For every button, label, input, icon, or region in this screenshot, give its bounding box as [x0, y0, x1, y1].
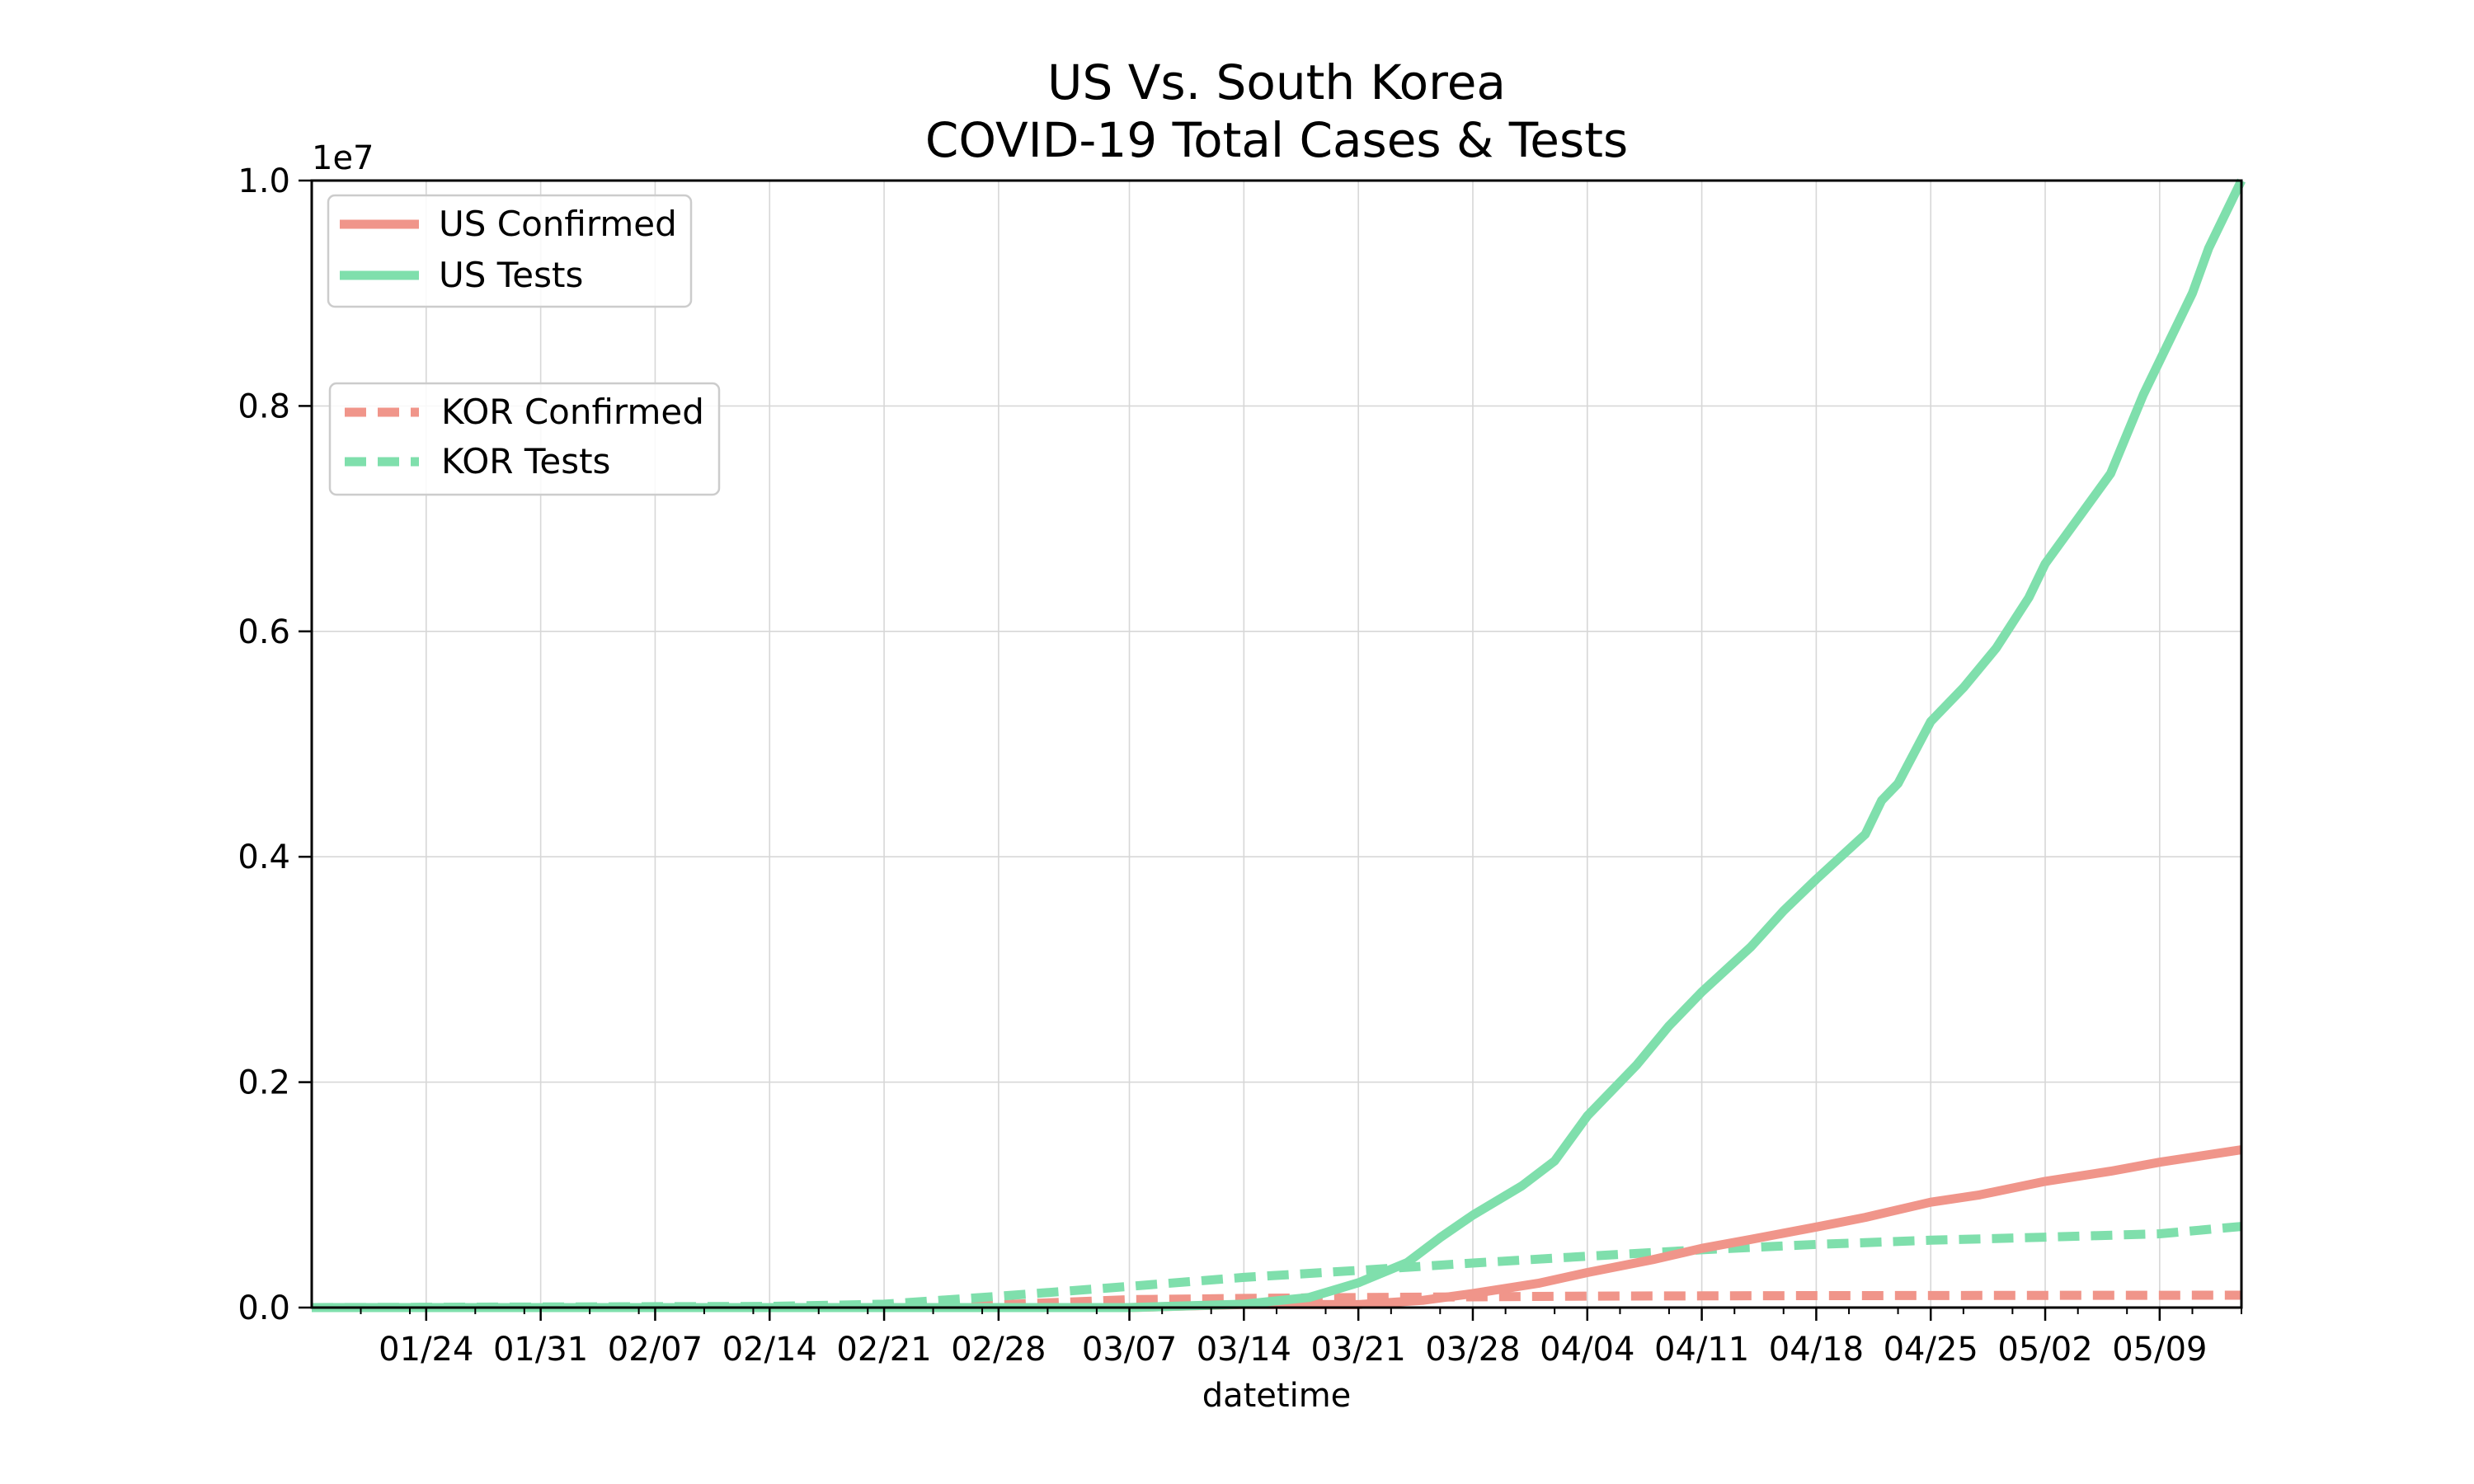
series-lines	[311, 178, 2246, 1313]
legend-us-confirmed-label: US Confirmed	[439, 204, 677, 244]
gridlines	[312, 180, 2241, 1308]
chart-title-line-2: COVID-19 Total Cases & Tests	[925, 112, 1628, 168]
y-scale-offset: 1e7	[312, 139, 374, 177]
y-tick-label: 0.4	[238, 838, 290, 876]
x-tick-label: 04/11	[1654, 1331, 1749, 1369]
x-tick-label: 03/07	[1082, 1331, 1177, 1369]
x-tick-label: 05/09	[2112, 1331, 2207, 1369]
legend-kor-tests-label: KOR Tests	[441, 441, 610, 481]
y-tick-label: 0.2	[238, 1064, 290, 1102]
series-line-kor-tests	[311, 1222, 2242, 1313]
x-tick-label: 03/21	[1311, 1331, 1406, 1369]
series-line-us-confirmed	[312, 1145, 2242, 1313]
y-axis-ticks: 0.0 0.2 0.4 0.6 0.8 1.0	[238, 162, 312, 1327]
y-tick-label: 0.8	[238, 387, 290, 425]
legend-us: US Confirmed US Tests	[327, 194, 693, 308]
x-tick-label: 02/14	[722, 1331, 817, 1369]
x-tick-label: 01/31	[493, 1331, 588, 1369]
legend-kor-confirmed-label: KOR Confirmed	[441, 392, 704, 432]
legend-us-tests-label: US Tests	[439, 255, 583, 295]
series-line-us-tests	[312, 178, 2246, 1313]
x-tick-label: 04/25	[1884, 1331, 1978, 1369]
x-tick-label: 04/04	[1540, 1331, 1634, 1369]
x-tick-label: 02/07	[608, 1331, 703, 1369]
x-tick-label: 03/14	[1197, 1331, 1291, 1369]
x-tick-label: 03/28	[1425, 1331, 1520, 1369]
y-tick-label: 0.6	[238, 613, 290, 651]
x-tick-label: 05/02	[1997, 1331, 2092, 1369]
plot-area-frame	[310, 179, 2243, 1309]
y-tick-label: 0.0	[238, 1289, 290, 1327]
x-tick-label: 04/18	[1769, 1331, 1864, 1369]
x-tick-label: 02/21	[836, 1331, 931, 1369]
x-axis-ticks: 01/24 01/31 02/07 02/14 02/21 02/28 03/07 03/14…	[360, 1308, 2242, 1369]
legend-kor: KOR Confirmed KOR Tests	[328, 382, 721, 496]
legend-kor-frame	[328, 382, 721, 496]
x-axis-label: datetime	[1202, 1377, 1352, 1415]
chart-title-line-1: US Vs. South Korea	[1047, 54, 1506, 110]
x-tick-label: 02/28	[951, 1331, 1046, 1369]
y-tick-label: 1.0	[238, 162, 290, 200]
x-tick-label: 01/24	[379, 1331, 473, 1369]
